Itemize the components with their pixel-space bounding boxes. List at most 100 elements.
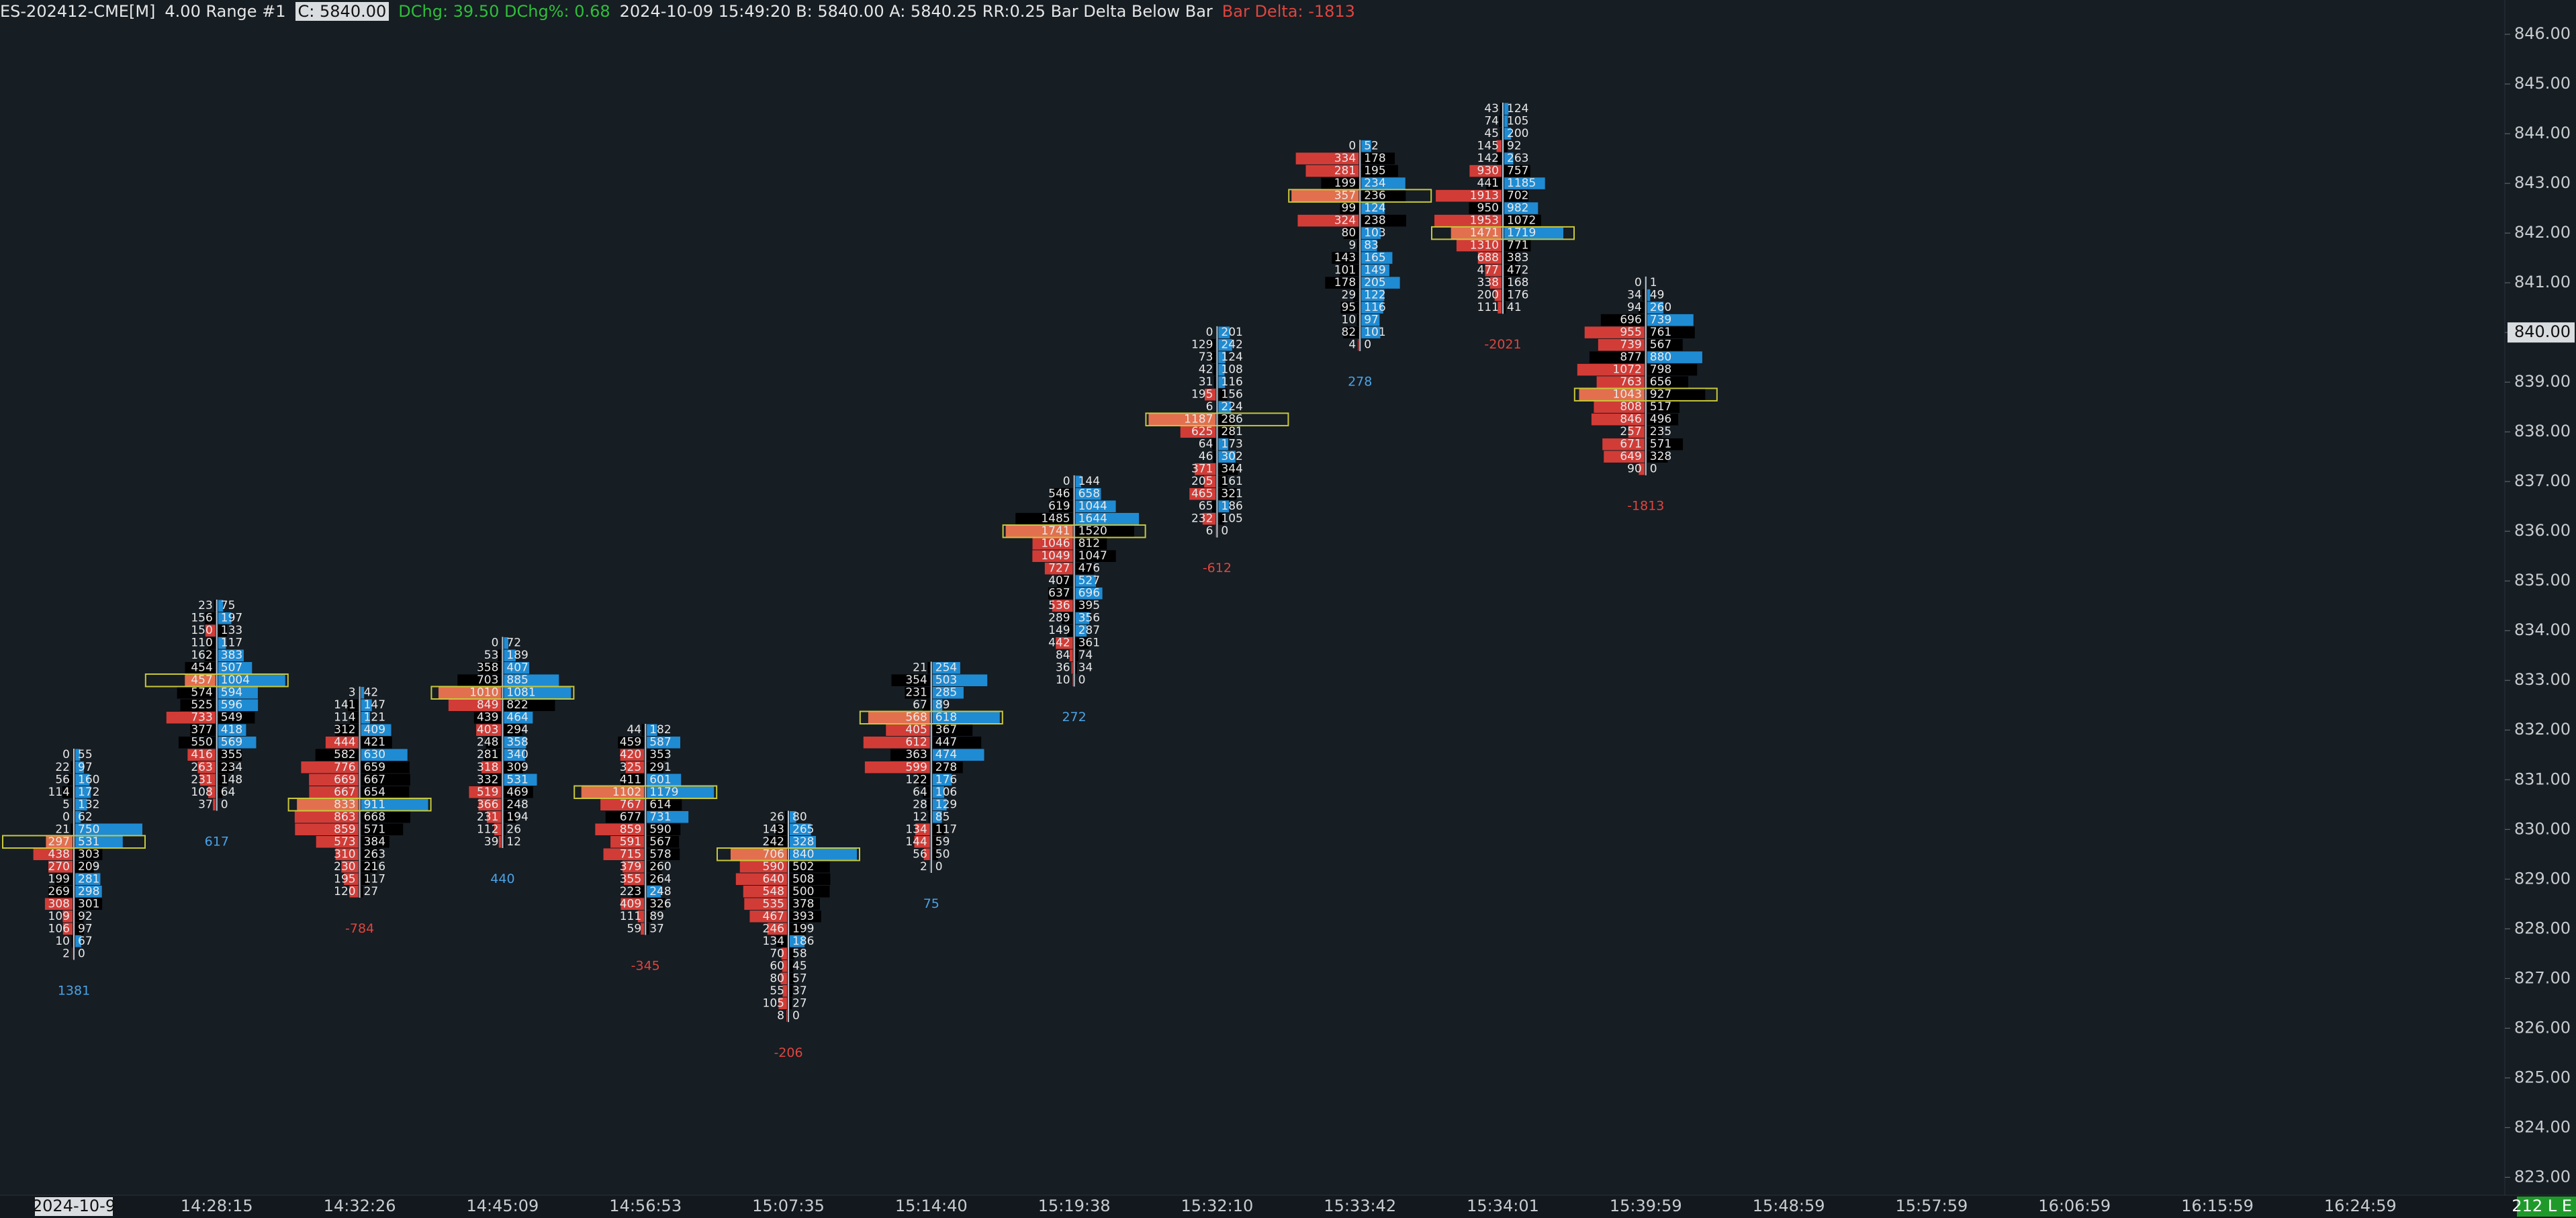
bid-bar bbox=[335, 848, 359, 861]
ask-volume: 89 bbox=[935, 698, 950, 712]
bid-volume: 546 bbox=[1048, 487, 1070, 501]
ask-volume: 527 bbox=[1078, 574, 1100, 588]
bid-bar bbox=[600, 798, 645, 811]
ask-bar bbox=[932, 661, 960, 674]
current-price-box bbox=[2508, 322, 2575, 343]
current-price-label: 840.00 bbox=[2514, 322, 2571, 341]
bid-bar bbox=[1486, 177, 1502, 189]
ask-volume: 209 bbox=[78, 860, 99, 874]
ask-volume: 361 bbox=[1078, 637, 1100, 650]
ask-bar bbox=[932, 724, 973, 736]
ask-volume: 0 bbox=[1221, 524, 1228, 538]
bid-volume: 9 bbox=[1348, 239, 1356, 252]
ask-bar bbox=[932, 761, 963, 774]
bid-bar bbox=[1596, 376, 1645, 388]
bid-bar bbox=[1602, 438, 1645, 451]
ask-volume: 739 bbox=[1650, 314, 1671, 327]
ask-bar bbox=[1075, 612, 1090, 624]
bid-bar bbox=[54, 873, 73, 886]
bid-bar bbox=[620, 898, 645, 910]
ask-bar bbox=[361, 873, 370, 886]
bid-volume: 99 bbox=[1342, 201, 1356, 215]
bid-volume: 667 bbox=[334, 786, 355, 799]
ask-volume: 982 bbox=[1507, 201, 1528, 215]
ask-bar bbox=[790, 923, 806, 935]
ask-volume: 328 bbox=[792, 835, 814, 849]
bid-volume: 1187 bbox=[1184, 413, 1213, 426]
ask-volume: 353 bbox=[649, 748, 671, 761]
ask-volume: 254 bbox=[935, 661, 957, 675]
bid-bar bbox=[1032, 550, 1073, 562]
ask-volume: 97 bbox=[78, 922, 93, 935]
bid-volume: 371 bbox=[1191, 463, 1213, 476]
ask-volume: 294 bbox=[506, 723, 528, 737]
ask-volume: 344 bbox=[1221, 463, 1242, 476]
ask-volume: 173 bbox=[1221, 438, 1242, 451]
bid-bar bbox=[62, 786, 73, 798]
ask-bar bbox=[504, 711, 533, 724]
bid-bar bbox=[208, 786, 216, 798]
ask-bar bbox=[790, 910, 821, 923]
x-tick-label: 15:19:38 bbox=[1038, 1197, 1111, 1215]
ask-bar bbox=[218, 736, 257, 749]
bid-volume: 308 bbox=[48, 897, 70, 910]
bid-volume: 105 bbox=[763, 996, 784, 1010]
bid-volume: 178 bbox=[1334, 276, 1356, 289]
bid-volume: 246 bbox=[763, 922, 784, 935]
bid-volume: 833 bbox=[334, 798, 355, 811]
ask-volume: 165 bbox=[1364, 251, 1385, 265]
bid-bar bbox=[71, 935, 73, 947]
ask-bar bbox=[361, 749, 408, 761]
bid-bar bbox=[1215, 401, 1216, 413]
ask-bar bbox=[1218, 326, 1230, 338]
bid-bar bbox=[581, 786, 645, 798]
bid-volume: 142 bbox=[1477, 152, 1499, 165]
ask-volume: 1047 bbox=[1078, 549, 1107, 563]
bid-bar bbox=[67, 774, 73, 786]
bid-bar bbox=[1208, 338, 1216, 351]
ask-volume: 503 bbox=[935, 673, 957, 687]
ask-bar bbox=[75, 873, 101, 886]
ask-bar bbox=[1504, 301, 1506, 314]
ask-volume: 840 bbox=[792, 847, 814, 861]
bid-bar bbox=[1628, 426, 1645, 438]
ask-bar bbox=[75, 823, 142, 836]
ask-volume: 116 bbox=[1221, 375, 1242, 389]
bid-volume: 45 bbox=[1484, 127, 1499, 140]
bid-bar bbox=[1015, 512, 1073, 525]
bid-bar bbox=[868, 711, 930, 724]
bid-bar bbox=[498, 649, 502, 661]
ask-bar bbox=[1504, 177, 1545, 189]
bid-volume: 80 bbox=[770, 972, 784, 985]
ask-bar bbox=[932, 774, 952, 786]
x-tick-label: 15:33:42 bbox=[1324, 1197, 1396, 1215]
bid-volume: 696 bbox=[1620, 314, 1641, 327]
ask-bar bbox=[361, 686, 365, 699]
ask-volume: 26 bbox=[506, 823, 521, 836]
ask-volume: 668 bbox=[364, 810, 385, 824]
ask-bar bbox=[1075, 475, 1081, 487]
ask-volume: 0 bbox=[1078, 673, 1086, 687]
bid-volume: 438 bbox=[48, 847, 70, 861]
bid-volume: 73 bbox=[1199, 350, 1213, 364]
ask-volume: 124 bbox=[1507, 102, 1528, 115]
bid-bar bbox=[1321, 177, 1359, 189]
ask-bar bbox=[504, 649, 516, 661]
bid-volume: 411 bbox=[620, 773, 641, 786]
bid-volume: 248 bbox=[477, 736, 498, 749]
ask-bar bbox=[1647, 451, 1668, 463]
ask-volume: 92 bbox=[1507, 140, 1522, 153]
ask-volume: 263 bbox=[1507, 152, 1528, 165]
bid-volume: 357 bbox=[1334, 189, 1356, 203]
ask-volume: 97 bbox=[78, 761, 93, 774]
bid-bar bbox=[185, 674, 216, 686]
ask-bar bbox=[75, 898, 103, 910]
x-tick-label: 15:39:59 bbox=[1610, 1197, 1682, 1215]
bid-bar bbox=[1072, 674, 1073, 686]
ask-bar bbox=[1647, 326, 1695, 338]
ask-volume: 812 bbox=[1078, 537, 1100, 551]
ask-bar bbox=[218, 637, 226, 649]
ask-bar bbox=[647, 786, 715, 798]
ask-volume: 393 bbox=[792, 910, 814, 923]
